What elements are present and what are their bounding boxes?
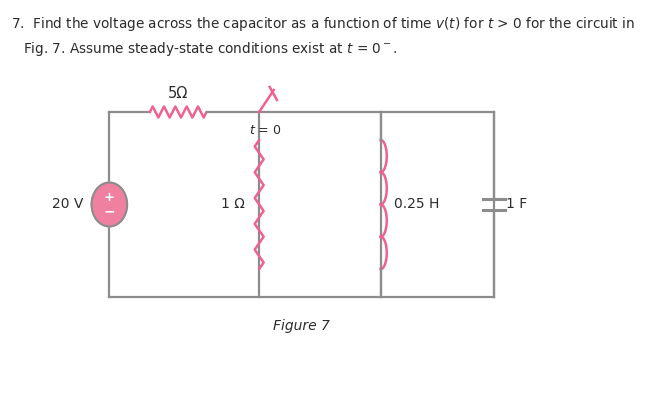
Text: 5Ω: 5Ω bbox=[168, 86, 189, 101]
Text: 7.  Find the voltage across the capacitor as a function of time $v(t)$ for $t$ >: 7. Find the voltage across the capacitor… bbox=[11, 15, 635, 33]
Text: 1 F: 1 F bbox=[506, 197, 528, 212]
Text: 0.25 H: 0.25 H bbox=[394, 197, 439, 212]
Text: −: − bbox=[104, 204, 115, 219]
Text: 20 V: 20 V bbox=[52, 197, 83, 212]
Circle shape bbox=[91, 182, 127, 227]
Circle shape bbox=[91, 182, 127, 227]
Text: 1 Ω: 1 Ω bbox=[221, 197, 244, 212]
Text: Fig. 7. Assume steady-state conditions exist at $t$ = 0$^-$.: Fig. 7. Assume steady-state conditions e… bbox=[23, 40, 397, 58]
Text: Figure 7: Figure 7 bbox=[273, 319, 330, 333]
Text: +: + bbox=[104, 191, 115, 204]
Text: $t$ = 0: $t$ = 0 bbox=[250, 124, 282, 137]
